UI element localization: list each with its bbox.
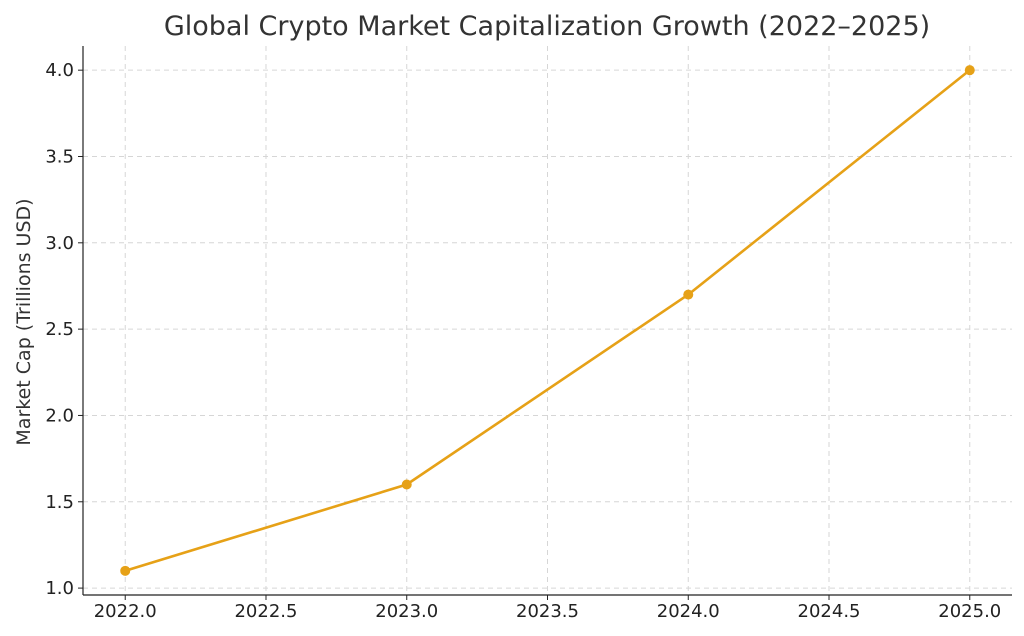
data-point [401, 479, 412, 490]
x-tick-label: 2022.0 [94, 601, 157, 622]
y-tick-label: 3.5 [45, 146, 74, 167]
series-line [124, 69, 971, 573]
x-tick-label: 2023.0 [375, 601, 438, 622]
series [120, 65, 975, 576]
y-tick-label: 1.0 [45, 578, 74, 599]
y-tick-label: 3.0 [45, 233, 74, 254]
y-tick-label: 2.0 [45, 405, 74, 426]
x-tick-label: 2025.0 [938, 601, 1001, 622]
data-point [120, 565, 131, 576]
y-tick-label: 1.5 [45, 492, 74, 513]
data-point [683, 289, 694, 300]
y-axis-label: Market Cap (Trillions USD) [13, 198, 35, 445]
y-tick-label: 4.0 [45, 60, 74, 81]
chart-title: Global Crypto Market Capitalization Grow… [164, 11, 930, 42]
x-tick-label: 2024.5 [798, 601, 861, 622]
x-axis-ticks: 2022.0 2022.5 2023.0 2023.5 2024.0 2024.5 2025… [94, 595, 1001, 622]
x-tick-label: 2024.0 [657, 601, 720, 622]
x-tick-label: 2022.5 [234, 601, 297, 622]
data-point [964, 65, 975, 76]
x-tick-label: 2023.5 [516, 601, 579, 622]
y-tick-label: 2.5 [45, 319, 74, 340]
grid [83, 46, 1012, 595]
y-axis-ticks: 1.0 1.5 2.0 2.5 3.0 3.5 4.0 [45, 60, 83, 599]
